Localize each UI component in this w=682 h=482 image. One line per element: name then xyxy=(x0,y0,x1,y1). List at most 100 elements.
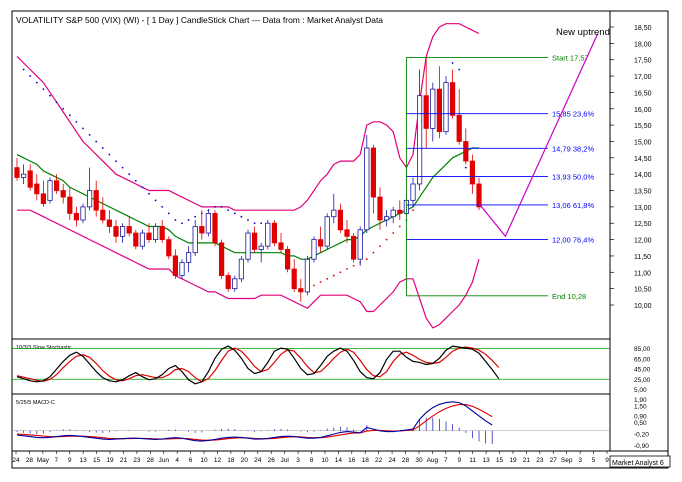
fib-level-label: End 10,28 xyxy=(552,292,586,301)
forecast-path xyxy=(478,33,599,238)
candle-body xyxy=(126,226,132,234)
price-tick-label: 10,00 xyxy=(634,303,652,310)
price-tick-label: 13,50 xyxy=(634,189,652,196)
sar-dot xyxy=(174,219,177,221)
candle-body xyxy=(344,229,350,237)
forecast-line xyxy=(478,33,599,238)
stochastic-lines xyxy=(12,345,610,385)
sar-dot xyxy=(68,114,71,117)
candle-body xyxy=(106,219,112,227)
x-tick-label: 8 xyxy=(310,457,314,464)
candle-body xyxy=(54,180,60,191)
fib-level-label: 12,00 76,4% xyxy=(552,236,594,245)
x-tick-label: 27 xyxy=(550,457,558,464)
macd-lines xyxy=(12,401,610,445)
sar-dot xyxy=(154,199,157,202)
x-tick-label: 9 xyxy=(68,457,72,464)
sar-dot xyxy=(233,212,236,215)
candle-body xyxy=(87,190,93,208)
x-tick-label: 30 xyxy=(415,457,423,464)
brand-box xyxy=(609,455,671,468)
x-tick-label: 6 xyxy=(189,457,193,464)
candle-body xyxy=(73,213,79,221)
price-tick-label: 16,00 xyxy=(634,107,652,114)
x-tick-label: 20 xyxy=(241,457,249,464)
stochastic-panel-frame xyxy=(11,338,611,395)
candle-body xyxy=(199,226,205,234)
x-tick-label: 10 xyxy=(200,457,208,464)
candle-body xyxy=(27,170,33,188)
fibonacci-levels: Start 17,57 15,85 23,6% 14,79 38,2% 13,93 5… xyxy=(405,53,594,301)
sar-dot xyxy=(332,274,335,277)
candle-body xyxy=(80,206,86,221)
x-axis-ticks: 24 28 May 7 9 13 15 19 21 23 28 Jun 4 6 10 12 18 20 24 26 Ju… xyxy=(12,451,609,464)
candle-body xyxy=(291,268,297,290)
price-tick-label: 18,50 xyxy=(634,25,652,32)
sar-dot xyxy=(247,219,249,221)
x-tick-label: Aug xyxy=(427,457,439,464)
fib-level-label: Start 17,57 xyxy=(552,53,589,62)
candle-body xyxy=(232,278,238,290)
sar-dot xyxy=(352,264,355,267)
fib-level-label: 14,79 38,2% xyxy=(552,144,594,153)
x-tick-label: 11 xyxy=(469,457,476,464)
candle-body xyxy=(20,173,27,178)
macd-tick-label: -0,20 xyxy=(634,432,649,439)
price-tick-label: 15,00 xyxy=(634,139,652,146)
price-tick-label: 13,00 xyxy=(634,205,652,212)
candle-body xyxy=(218,242,225,276)
sar-dot xyxy=(260,222,263,225)
sar-dot xyxy=(161,205,164,208)
candle-body xyxy=(350,235,357,260)
candle-body xyxy=(251,232,258,250)
x-tick-label: 19 xyxy=(106,457,114,464)
candle-body xyxy=(192,226,198,254)
sar-dot xyxy=(451,62,454,64)
price-tick-label: 10,50 xyxy=(634,287,652,294)
sar-dot xyxy=(187,219,190,221)
candles xyxy=(14,57,482,302)
sar-dot xyxy=(108,153,111,156)
price-panel-frame xyxy=(11,10,611,340)
sar-dot xyxy=(115,160,117,162)
candle-body xyxy=(311,239,317,260)
x-tick-label: 24 xyxy=(12,457,20,464)
candle-body xyxy=(133,232,139,247)
fib-level-label: 13,93 50,0% xyxy=(552,172,594,181)
stochastic-tick-label: 65,00 xyxy=(634,356,651,363)
candle-body xyxy=(331,209,337,218)
sar-dot xyxy=(319,281,322,284)
x-tick-label: 21 xyxy=(120,457,128,464)
sar-dot xyxy=(398,225,401,228)
candle-body xyxy=(212,213,218,244)
sar-dot xyxy=(128,173,131,176)
candle-body xyxy=(60,190,66,198)
candle-body xyxy=(185,252,192,263)
price-tick-label: 17,50 xyxy=(634,58,652,65)
candle-body xyxy=(159,226,165,240)
x-tick-label: 10 xyxy=(321,457,329,464)
x-tick-label: 26 xyxy=(268,457,276,464)
sar-dot xyxy=(220,205,223,208)
x-tick-label: 4 xyxy=(175,457,179,464)
x-tick-label: Jun xyxy=(159,457,170,464)
x-tick-label: 24 xyxy=(254,457,262,464)
candle-body xyxy=(416,95,423,185)
x-tick-label: 9 xyxy=(457,457,461,464)
candle-body xyxy=(225,275,231,290)
chart-title: VOLATILITY S&P 500 (VIX) (WI) - [ 1 Day … xyxy=(16,15,383,25)
sar-dot xyxy=(240,215,243,218)
stochastic-tick-label: 25,00 xyxy=(634,377,651,384)
x-tick-label: 19 xyxy=(509,457,517,464)
candle-body xyxy=(337,209,344,231)
candle-body xyxy=(258,245,264,250)
sar-dot xyxy=(95,140,98,143)
candle-body xyxy=(443,82,449,133)
price-tick-label: 14,50 xyxy=(634,156,652,163)
sar-dot xyxy=(339,271,342,274)
sar-dot xyxy=(194,215,197,218)
sar-dot xyxy=(75,120,78,123)
stochastic-tick-label: 5,00 xyxy=(634,387,647,394)
x-tick-label: 15 xyxy=(496,457,504,464)
bollinger-lower-line xyxy=(17,209,480,329)
